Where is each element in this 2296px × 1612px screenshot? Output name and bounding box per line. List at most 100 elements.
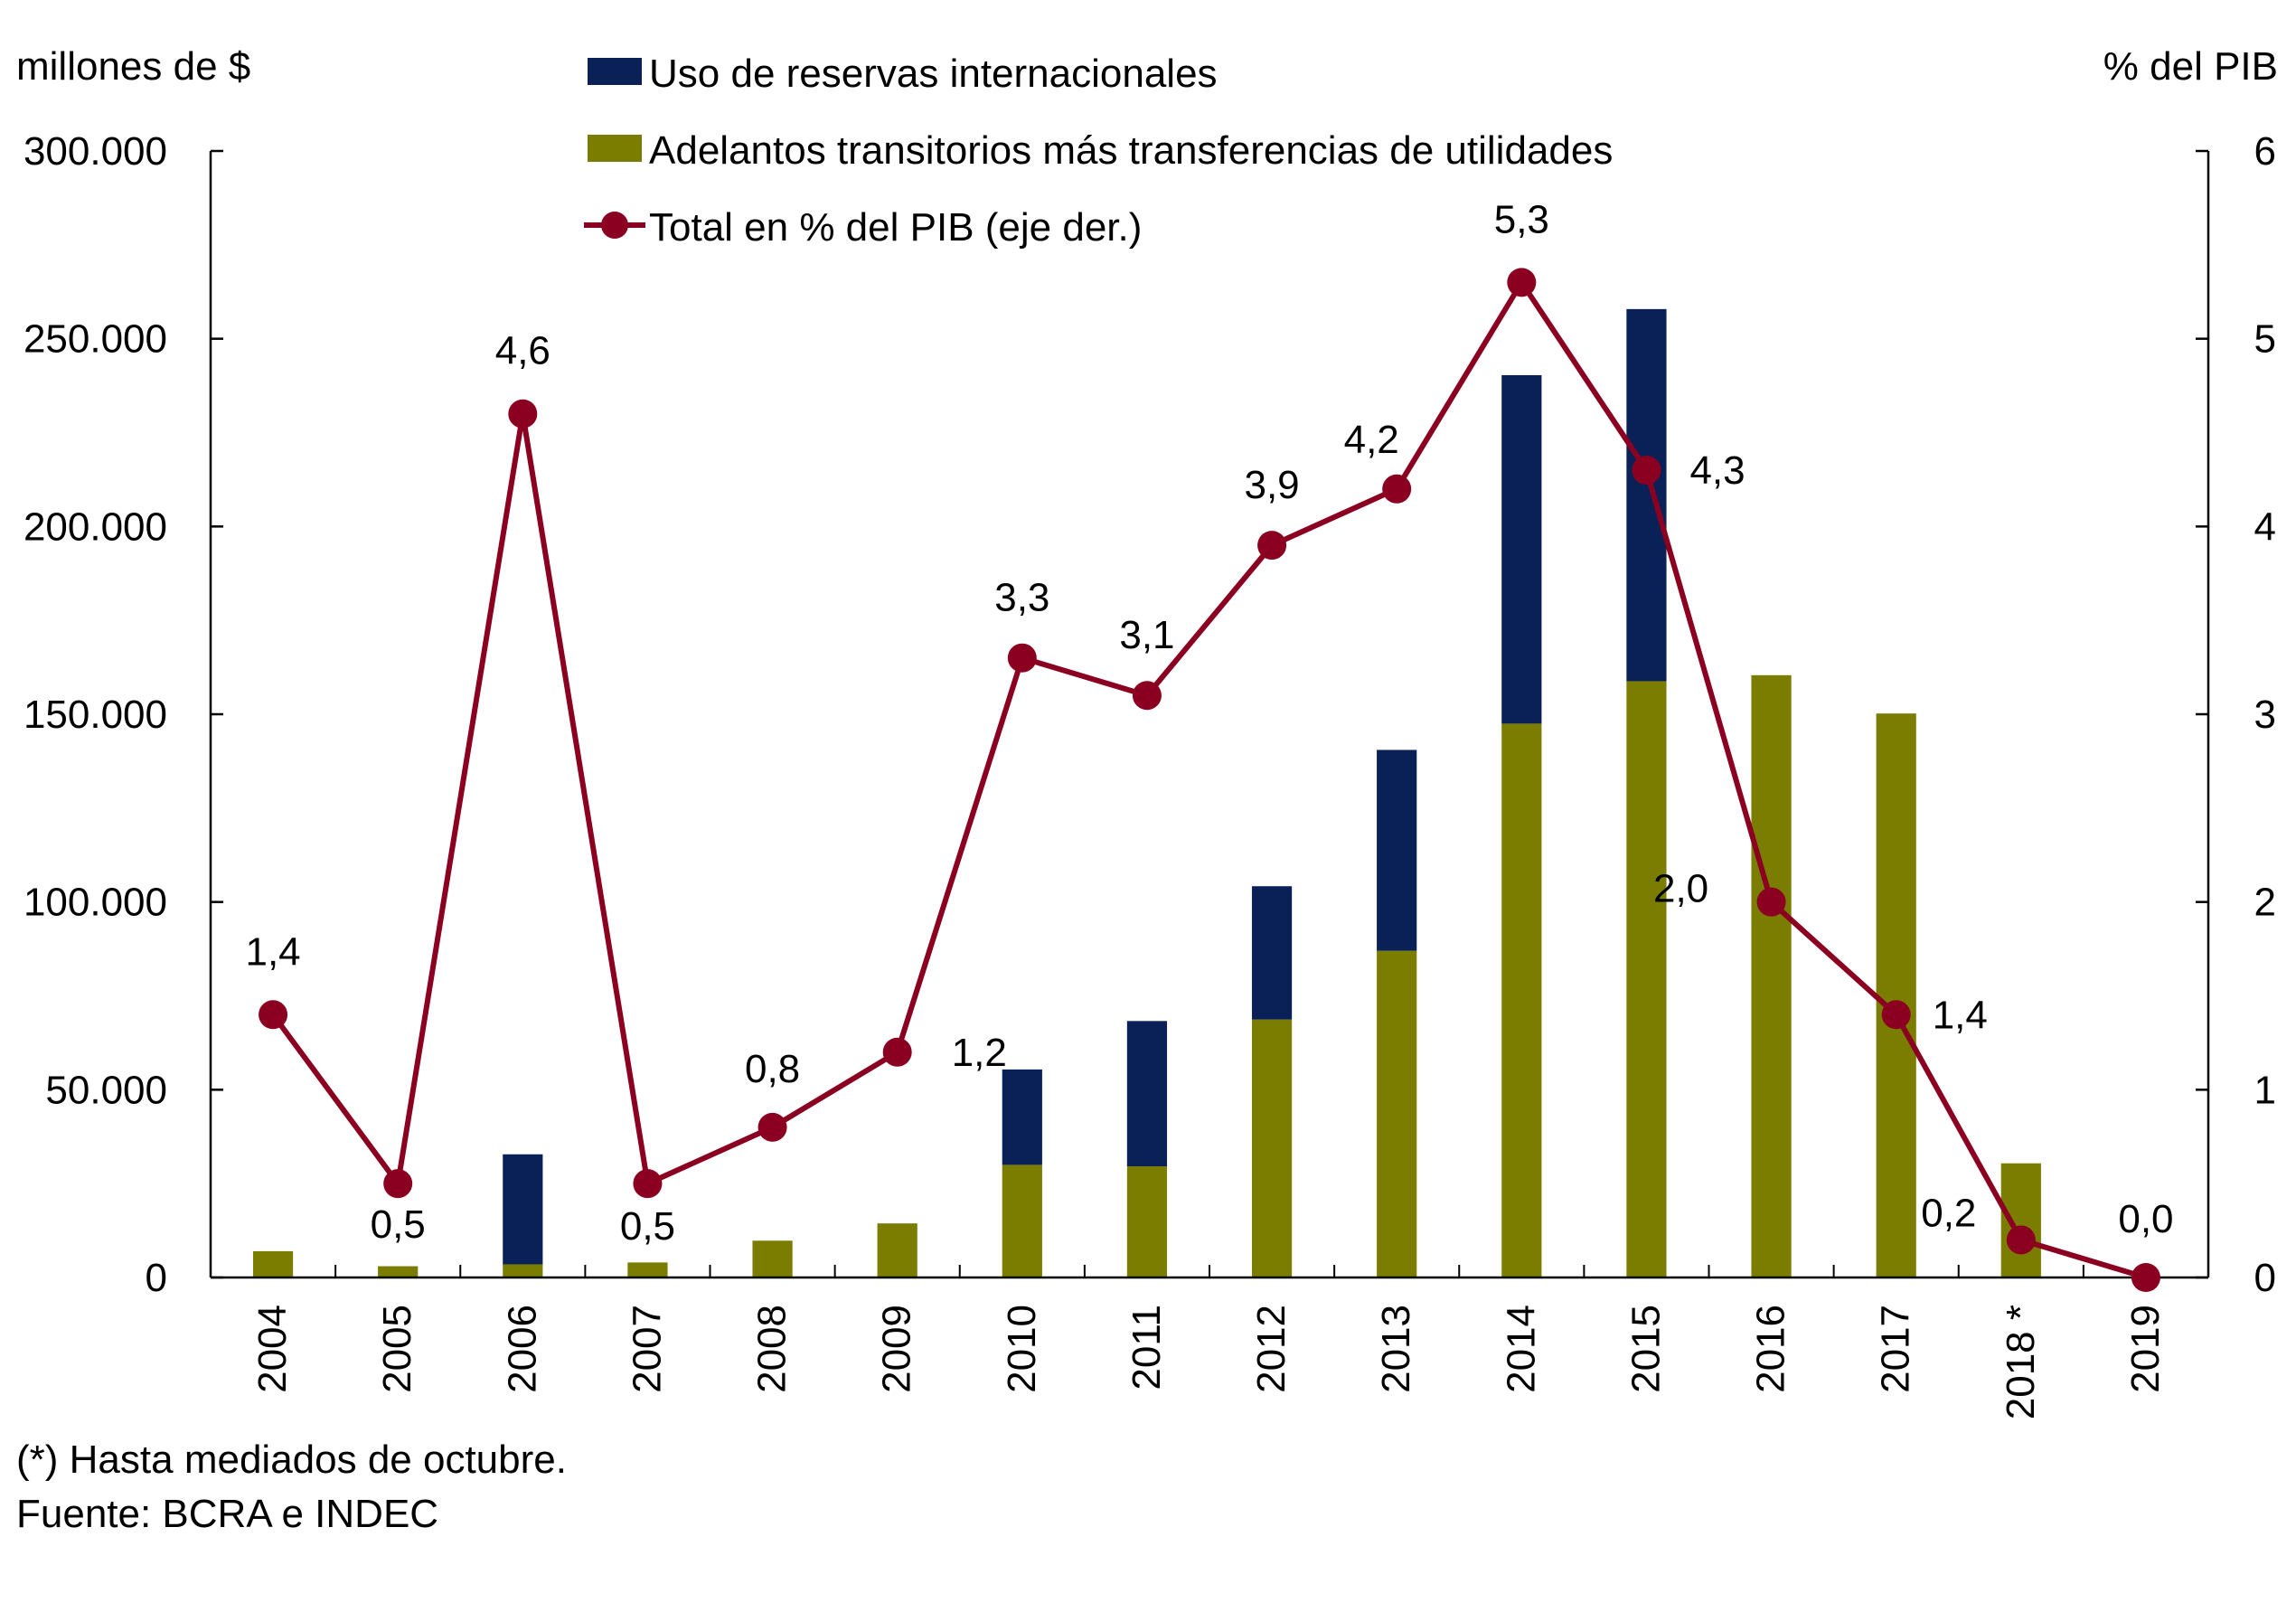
y-right-tick-label: 0	[2254, 1256, 2276, 1300]
bar-reservas	[1501, 374, 1542, 724]
bar-adelantos	[1377, 950, 1417, 1277]
data-label: 1,4	[1933, 993, 1988, 1037]
data-label: 0,2	[1921, 1191, 1976, 1235]
bar-adelantos	[752, 1240, 793, 1277]
y-left-tick-label: 100.000	[24, 881, 167, 925]
y-left-tick-label: 50.000	[45, 1068, 167, 1112]
x-tick-label: 2019	[2123, 1305, 2168, 1393]
bar-adelantos	[252, 1250, 294, 1277]
line-series-group: 1,4 0,5 4,6 0,5 0,8 1,2 3,3 3,1 3,9 4,2 5,3 4,3 2,0 1…	[245, 197, 2174, 1292]
data-label: 1,4	[245, 929, 300, 974]
data-label: 0,5	[620, 1204, 675, 1249]
line-point	[508, 399, 538, 429]
x-tick-label: 2007	[625, 1305, 669, 1393]
bar-adelantos	[1251, 1019, 1293, 1277]
bar-adelantos	[1751, 674, 1792, 1277]
legend-swatch	[588, 58, 642, 85]
data-label: 4,3	[1689, 448, 1745, 493]
bar-reservas	[1126, 1021, 1168, 1167]
data-label: 0,0	[2118, 1197, 2173, 1241]
y-left-tick-label: 250.000	[24, 317, 167, 362]
bar-adelantos	[1501, 723, 1542, 1277]
line-total-pib	[270, 279, 2147, 1280]
line-point	[1881, 1000, 1911, 1030]
source-note: Fuente: BCRA e INDEC	[16, 1492, 439, 1536]
legend-marker	[601, 212, 628, 239]
x-tick-label: 2012	[1249, 1305, 1294, 1393]
x-tick-label: 2017	[1874, 1305, 1918, 1393]
axes-group: 0 50.000 100.000 150.000 200.000 250.000 300.0…	[24, 129, 2276, 1419]
x-tick-label: 2006	[500, 1305, 544, 1393]
bar-adelantos	[877, 1223, 917, 1277]
y-left-tick-label: 200.000	[24, 504, 167, 549]
data-label: 0,5	[371, 1202, 426, 1247]
y-left-tick-label: 0	[146, 1256, 167, 1300]
y-left-tick-label: 150.000	[24, 693, 167, 737]
data-label: 3,9	[1244, 463, 1299, 507]
bar-reservas	[1377, 749, 1417, 951]
y-axis-right-title: % del PIB	[2103, 44, 2278, 89]
x-tick-label: 2016	[1749, 1305, 1793, 1393]
data-label: 4,2	[1344, 418, 1399, 462]
x-tick-label: 2009	[875, 1305, 919, 1393]
line-point	[882, 1037, 912, 1067]
data-label: 3,1	[1119, 613, 1174, 657]
line-point	[1756, 887, 1786, 917]
y-right-tick-label: 5	[2254, 317, 2276, 362]
legend-swatch	[588, 135, 642, 162]
data-label: 3,3	[994, 576, 1049, 620]
x-tick-label: 2018 *	[1999, 1305, 2043, 1419]
bar-adelantos	[503, 1264, 543, 1277]
line-point	[2006, 1225, 2036, 1255]
y-right-tick-label: 4	[2254, 504, 2276, 549]
bar-adelantos	[2000, 1163, 2041, 1277]
x-tick-label: 2011	[1124, 1305, 1169, 1390]
line-point	[1507, 268, 1537, 297]
bar-reservas	[1626, 308, 1667, 682]
data-label: 1,2	[952, 1031, 1007, 1075]
y-right-tick-label: 2	[2254, 881, 2276, 925]
bar-reservas	[1002, 1069, 1042, 1165]
bar-reservas	[1251, 886, 1293, 1020]
bar-adelantos	[627, 1262, 668, 1277]
y-axis-left-title: millones de $	[16, 44, 250, 89]
bar-adelantos	[1126, 1166, 1168, 1277]
x-tick-label: 2015	[1623, 1305, 1668, 1393]
y-right-tick-label: 1	[2254, 1068, 2276, 1112]
line-point	[1007, 643, 1037, 673]
line-point	[633, 1169, 663, 1199]
legend: Uso de reservas internacionales Adelantos…	[584, 52, 1613, 250]
bar-adelantos	[378, 1266, 419, 1277]
x-tick-label: 2008	[750, 1305, 795, 1393]
y-right-tick-label: 6	[2254, 129, 2276, 174]
legend-label: Total en % del PIB (eje der.)	[649, 205, 1142, 250]
line-point	[757, 1112, 787, 1142]
data-label: 2,0	[1653, 867, 1708, 911]
bar-adelantos	[1002, 1164, 1042, 1277]
bars-group	[252, 308, 2041, 1277]
footnote: (*) Hasta mediados de octubre.	[16, 1438, 567, 1482]
line-point	[1257, 531, 1287, 561]
legend-label: Uso de reservas internacionales	[649, 52, 1218, 96]
bar-reservas	[503, 1154, 543, 1265]
x-tick-label: 2014	[1499, 1305, 1543, 1393]
line-point	[259, 1000, 288, 1030]
x-tick-label: 2004	[250, 1305, 295, 1393]
bar-adelantos	[1626, 681, 1667, 1277]
x-tick-label: 2005	[375, 1305, 419, 1393]
line-point	[383, 1169, 413, 1199]
y-left-tick-label: 300.000	[24, 129, 167, 174]
line-point	[1132, 681, 1162, 711]
data-label: 0,8	[745, 1047, 800, 1091]
line-point	[1632, 456, 1661, 485]
y-right-tick-label: 3	[2254, 693, 2276, 737]
x-tick-label: 2010	[1000, 1305, 1044, 1393]
data-label: 5,3	[1494, 197, 1549, 241]
legend-label: Adelantos transitorios más transferencia…	[649, 128, 1613, 173]
data-label: 4,6	[495, 329, 550, 373]
line-point	[2131, 1263, 2160, 1292]
bar-adelantos	[1876, 713, 1916, 1277]
x-tick-label: 2013	[1374, 1305, 1418, 1393]
line-point	[1382, 474, 1412, 504]
